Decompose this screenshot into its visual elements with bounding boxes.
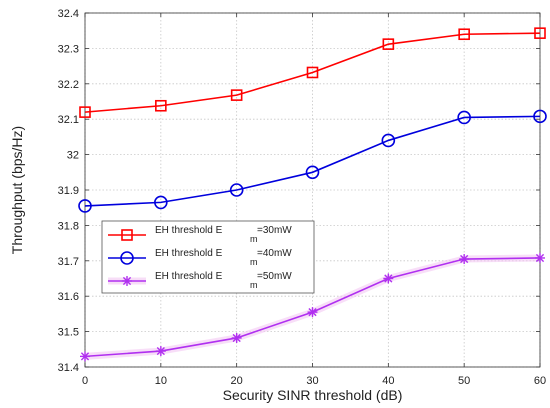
series-layer — [78, 27, 547, 362]
star-stroke — [80, 352, 90, 361]
series-1 — [79, 27, 546, 118]
x-tick-label: 50 — [458, 375, 470, 387]
legend-label: EH threshold E — [155, 225, 223, 236]
square-marker — [155, 99, 167, 112]
x-tick-label: 40 — [382, 375, 394, 387]
y-tick-label: 31.9 — [58, 185, 79, 197]
legend-label: EH threshold E — [155, 248, 223, 259]
circle-marker — [305, 165, 320, 180]
circle-marker — [120, 251, 134, 265]
series-line — [84, 32, 541, 113]
legend-subscript: m — [250, 280, 258, 290]
y-axis-title: Throughput (bps/Hz) — [9, 126, 25, 254]
circle-marker — [533, 109, 547, 124]
series-line — [84, 115, 541, 207]
star-marker — [383, 273, 394, 284]
star-stroke — [384, 274, 393, 283]
legend-value: =40mW — [257, 248, 292, 259]
series-3 — [80, 252, 545, 362]
star-stroke — [308, 308, 317, 317]
square-marker — [79, 106, 91, 118]
y-tick-label: 32.2 — [58, 79, 79, 91]
circle-marker — [457, 110, 471, 125]
star-stroke — [156, 346, 165, 356]
star-stroke — [460, 254, 469, 264]
star-marker — [155, 346, 166, 357]
circle-marker — [381, 133, 396, 148]
axes: 0 10 20 30 40 50 60 31.4 31.5 31.6 31.7 31.8 31.9 32 3… — [58, 8, 547, 387]
square-marker — [121, 229, 133, 241]
square-marker — [382, 38, 395, 50]
circle-marker — [154, 195, 168, 210]
legend-entry-2: EH threshold E m=40mW — [108, 248, 292, 267]
square-marker — [306, 66, 319, 79]
y-tick-label: 31.4 — [58, 362, 79, 374]
star-marker — [80, 351, 90, 362]
y-tick-label: 31.8 — [58, 220, 79, 232]
star-marker — [231, 332, 242, 343]
legend-subscript: m — [250, 257, 258, 267]
x-tick-label: 0 — [82, 375, 88, 387]
x-tick-label: 10 — [155, 375, 167, 387]
star-stroke — [122, 276, 132, 286]
legend-subscript: m — [250, 234, 258, 244]
star-stroke — [535, 253, 545, 263]
legend-value: =30mW — [257, 225, 292, 236]
star-marker — [535, 252, 545, 263]
x-tick-label: 60 — [534, 375, 546, 387]
star-stroke — [232, 333, 241, 343]
y-tick-label: 31.5 — [58, 327, 79, 339]
x-tick-label: 20 — [231, 375, 243, 387]
y-tick-label: 31.7 — [58, 256, 79, 268]
star-marker — [122, 276, 132, 286]
star-marker — [307, 307, 318, 318]
y-tick-label: 32.3 — [58, 43, 79, 55]
x-axis-title: Security SINR threshold (dB) — [223, 387, 403, 403]
legend-label: EH threshold E — [155, 271, 223, 282]
square-marker — [230, 89, 243, 101]
y-tick-label: 32 — [67, 150, 79, 162]
y-tick-label: 32.4 — [58, 8, 79, 20]
square-marker — [458, 28, 470, 41]
square-marker — [534, 27, 546, 39]
circle-marker — [229, 183, 244, 197]
legend-entry-1: EH threshold E m=30mW — [108, 225, 292, 244]
y-tick-label: 32.1 — [58, 114, 79, 126]
circle-marker — [78, 199, 92, 213]
legend-entry-3: EH threshold E m=50mW — [108, 271, 292, 290]
legend-value: =50mW — [257, 271, 292, 282]
x-tick-label: 30 — [306, 375, 318, 387]
y-tick-label: 31.6 — [58, 291, 79, 303]
star-marker — [459, 254, 470, 265]
series-2 — [78, 109, 547, 213]
